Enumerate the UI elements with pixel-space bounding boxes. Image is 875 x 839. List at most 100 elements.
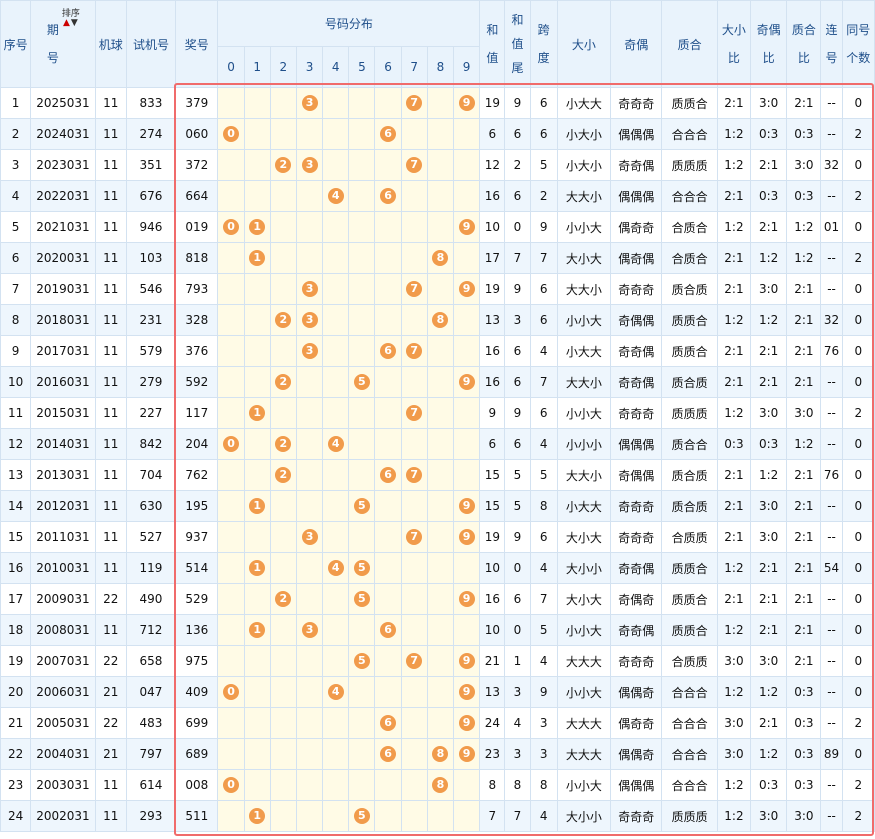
digit-ball: 9	[458, 684, 475, 700]
cell-machine: 11	[94, 87, 127, 119]
dist-cell	[269, 335, 297, 367]
cell-size: 小小大	[556, 769, 612, 801]
dist-cell: 0	[217, 769, 245, 801]
cell-sum: 19	[479, 273, 506, 305]
digit-ball: 9	[458, 746, 475, 762]
dist-cell: 9	[452, 87, 481, 119]
dist-cell	[295, 366, 324, 398]
dist-cell	[348, 149, 376, 181]
dist-cell	[348, 428, 376, 460]
cell-span: 2	[529, 180, 558, 212]
cell-odd-even: 奇偶奇	[610, 583, 663, 615]
cell-prize: 019	[175, 211, 219, 243]
cell-prime-comp: 质合质	[661, 366, 718, 398]
dist-cell	[452, 552, 481, 584]
dist-cell	[348, 273, 376, 305]
dist-cell	[269, 211, 297, 243]
cell-odd-even-ratio: 3:0	[750, 800, 788, 832]
dist-cell	[452, 459, 481, 491]
cell-prime-comp: 合合合	[661, 180, 718, 212]
sort-desc-icon[interactable]: ▼	[70, 18, 79, 28]
dist-cell	[295, 707, 324, 739]
dist-cell	[400, 738, 428, 770]
dist-cell	[452, 614, 481, 646]
cell-test-no: 833	[125, 87, 177, 119]
cell-size: 小大大	[556, 87, 612, 119]
cell-odd-even-ratio: 1:2	[750, 242, 788, 274]
dist-cell	[269, 87, 297, 119]
cell-size: 大大小	[556, 180, 612, 212]
cell-seq: 17	[0, 583, 32, 615]
cell-odd-even: 偶偶偶	[610, 118, 663, 150]
cell-sum-tail: 7	[504, 800, 531, 832]
dist-cell: 7	[400, 149, 428, 181]
dist-cell	[243, 304, 271, 336]
cell-sum: 16	[479, 366, 506, 398]
dist-cell	[348, 87, 376, 119]
dist-cell: 5	[348, 800, 376, 832]
cell-consecutive: 54	[820, 552, 843, 584]
digit-ball: 0	[223, 777, 240, 793]
cell-size-ratio: 2:1	[716, 521, 752, 553]
sort-control[interactable]: 排序 ▲▼	[62, 10, 80, 28]
digit-ball: 5	[353, 653, 370, 669]
cell-machine: 11	[94, 118, 127, 150]
cell-prime-ratio: 2:1	[786, 304, 822, 336]
cell-sum-tail: 9	[504, 87, 531, 119]
cell-test-no: 119	[125, 552, 177, 584]
cell-same-count: 2	[841, 118, 875, 150]
cell-odd-even: 奇奇偶	[610, 614, 663, 646]
dist-cell	[295, 242, 324, 274]
cell-test-no: 946	[125, 211, 177, 243]
digit-ball: 6	[380, 746, 397, 762]
dist-cell: 1	[243, 614, 271, 646]
cell-odd-even-ratio: 0:3	[750, 180, 788, 212]
cell-odd-even-ratio: 2:1	[750, 149, 788, 181]
dist-cell	[243, 366, 271, 398]
cell-sum: 21	[479, 645, 506, 677]
cell-odd-even-ratio: 3:0	[750, 87, 788, 119]
cell-prize: 136	[175, 614, 219, 646]
cell-odd-even-ratio: 1:2	[750, 304, 788, 336]
dist-cell	[243, 645, 271, 677]
cell-odd-even: 奇奇偶	[610, 149, 663, 181]
dist-cell	[243, 149, 271, 181]
dist-cell	[217, 397, 245, 429]
dist-cell: 5	[348, 490, 376, 522]
cell-sum-tail: 6	[504, 335, 531, 367]
cell-consecutive: --	[820, 769, 843, 801]
dist-cell	[426, 614, 454, 646]
table-row: 23 2003031 11 614 008 0 8 8 8 8 小小大 偶偶偶 合合合 1:2 0:3 0:3…	[0, 769, 875, 801]
cell-consecutive: 01	[820, 211, 843, 243]
cell-period: 2012031	[30, 490, 96, 522]
cell-test-no: 351	[125, 149, 177, 181]
dist-cell	[295, 118, 324, 150]
cell-prime-comp: 质合质	[661, 490, 718, 522]
header-period[interactable]: 期号排序 ▲▼	[30, 0, 96, 88]
cell-sum: 13	[479, 304, 506, 336]
dist-cell: 7	[400, 645, 428, 677]
dist-cell	[374, 211, 402, 243]
dist-cell: 2	[269, 428, 297, 460]
cell-size: 大大小	[556, 366, 612, 398]
dist-cell	[452, 428, 481, 460]
header-digit: 0	[217, 46, 245, 88]
cell-same-count: 0	[841, 738, 875, 770]
cell-size: 小大大	[556, 490, 612, 522]
cell-prime-ratio: 2:1	[786, 552, 822, 584]
cell-prime-ratio: 0:3	[786, 769, 822, 801]
header-digit: 3	[295, 46, 324, 88]
dist-cell	[322, 397, 350, 429]
cell-odd-even-ratio: 3:0	[750, 397, 788, 429]
table-row: 21 2005031 22 483 699 6 9 24 4 3 大大大 偶奇奇 合合合 3:0 2:1 0:…	[0, 707, 875, 739]
dist-cell	[452, 769, 481, 801]
cell-test-no: 712	[125, 614, 177, 646]
dist-cell	[400, 614, 428, 646]
dist-cell	[269, 490, 297, 522]
sort-asc-icon[interactable]: ▲	[62, 18, 71, 28]
cell-size-ratio: 2:1	[716, 490, 752, 522]
digit-ball: 6	[380, 467, 397, 483]
cell-span: 7	[529, 366, 558, 398]
dist-cell	[400, 366, 428, 398]
digit-ball: 4	[327, 684, 344, 700]
